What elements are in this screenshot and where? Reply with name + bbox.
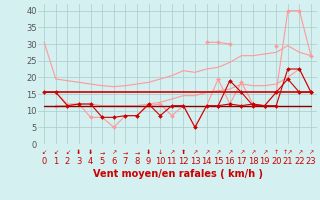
Text: 15: 15 — [213, 157, 223, 166]
Text: ↗: ↗ — [239, 150, 244, 155]
Text: 9: 9 — [146, 157, 151, 166]
Text: ↗: ↗ — [111, 150, 116, 155]
Text: 12: 12 — [178, 157, 189, 166]
Text: 18: 18 — [248, 157, 258, 166]
Text: ↗: ↗ — [169, 150, 174, 155]
Text: ↙: ↙ — [65, 150, 70, 155]
Text: 3: 3 — [76, 157, 82, 166]
Text: ↑: ↑ — [274, 150, 279, 155]
Text: →: → — [134, 150, 140, 155]
Text: →: → — [123, 150, 128, 155]
Text: 2: 2 — [65, 157, 70, 166]
Text: ↗: ↗ — [204, 150, 209, 155]
Text: ↑↗: ↑↗ — [283, 150, 293, 155]
Text: ⬇: ⬇ — [88, 150, 93, 155]
Text: ↙: ↙ — [53, 150, 59, 155]
Text: ⬇: ⬇ — [146, 150, 151, 155]
Text: 0: 0 — [42, 157, 47, 166]
Text: ↓: ↓ — [157, 150, 163, 155]
Text: 19: 19 — [259, 157, 270, 166]
Text: ↙: ↙ — [42, 150, 47, 155]
Text: ⬇: ⬇ — [76, 150, 82, 155]
Text: 17: 17 — [236, 157, 247, 166]
Text: 6: 6 — [111, 157, 116, 166]
Text: ↗: ↗ — [262, 150, 267, 155]
Text: ↗: ↗ — [192, 150, 198, 155]
Text: ↗: ↗ — [308, 150, 314, 155]
Text: 16: 16 — [225, 157, 235, 166]
Text: ⬆: ⬆ — [181, 150, 186, 155]
Text: ↗: ↗ — [216, 150, 221, 155]
Text: 4: 4 — [88, 157, 93, 166]
Text: 14: 14 — [201, 157, 212, 166]
Text: 21: 21 — [283, 157, 293, 166]
Text: Vent moyen/en rafales ( km/h ): Vent moyen/en rafales ( km/h ) — [92, 169, 263, 179]
Text: 7: 7 — [123, 157, 128, 166]
Text: →: → — [100, 150, 105, 155]
Text: 10: 10 — [155, 157, 165, 166]
Text: 11: 11 — [166, 157, 177, 166]
Text: 22: 22 — [294, 157, 305, 166]
Text: 5: 5 — [100, 157, 105, 166]
Text: 13: 13 — [190, 157, 200, 166]
Text: ↗: ↗ — [250, 150, 256, 155]
Text: 8: 8 — [134, 157, 140, 166]
Text: ↗: ↗ — [297, 150, 302, 155]
Text: ↗: ↗ — [227, 150, 232, 155]
Text: 1: 1 — [53, 157, 59, 166]
Text: 20: 20 — [271, 157, 282, 166]
Text: 23: 23 — [306, 157, 316, 166]
